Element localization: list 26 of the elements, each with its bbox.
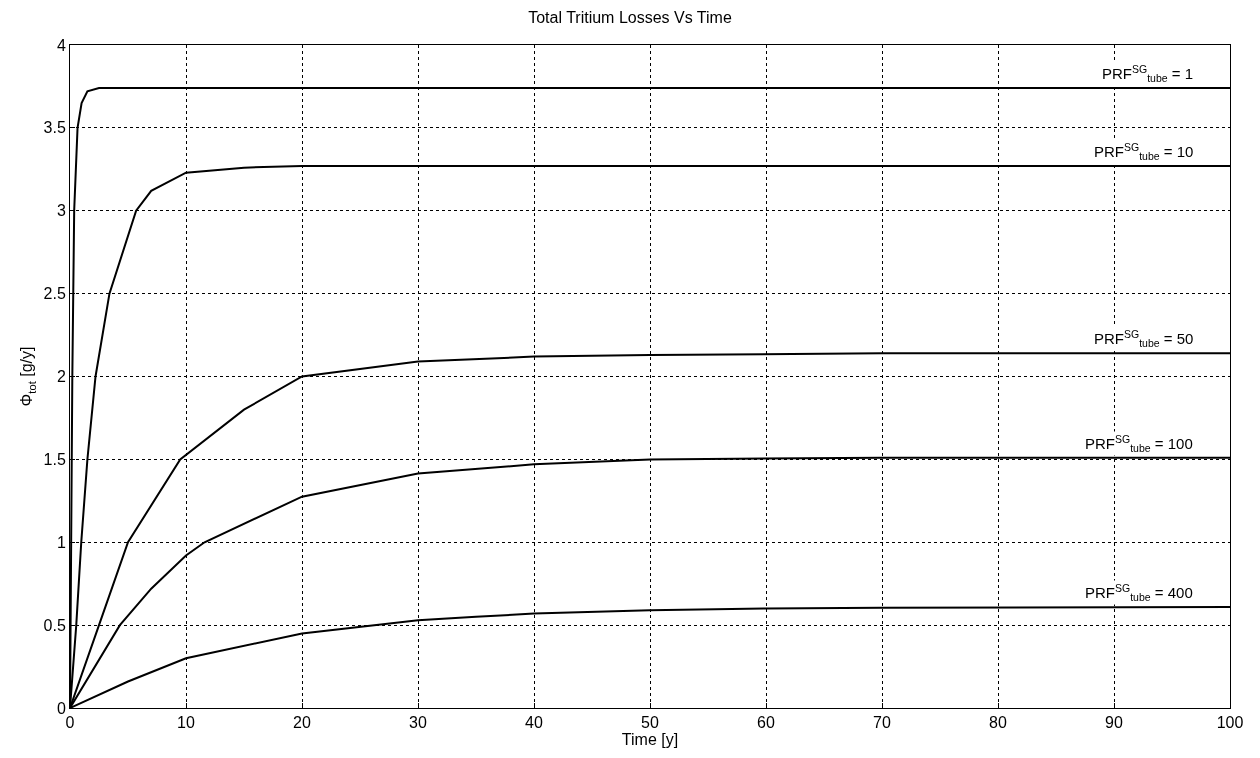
- y-tick-label: 1.5: [43, 450, 66, 468]
- x-tick-label: 50: [641, 714, 659, 732]
- y-tick-label: 3.5: [43, 119, 66, 137]
- series-label: PRF$^{SG}$$_{tube}$ = 50: [1094, 328, 1194, 350]
- x-tick-label: 100: [1216, 714, 1244, 732]
- y-tick-label: 2.5: [43, 285, 66, 303]
- series-label: PRF$^{SG}$$_{tube}$ = 1: [1102, 63, 1194, 85]
- x-tick-label: 40: [525, 714, 543, 732]
- x-tick-label: 70: [873, 714, 891, 732]
- x-tick-label: 20: [293, 714, 311, 732]
- y-tick-label: 3: [56, 202, 66, 220]
- x-tick-label: 80: [989, 714, 1007, 732]
- x-tick-label: 60: [757, 714, 775, 732]
- y-tick-label: 1: [56, 533, 66, 551]
- x-tick-label: 30: [409, 714, 427, 732]
- series-label: PRF$^{SG}$$_{tube}$ = 100: [1085, 433, 1193, 455]
- x-tick-label: 10: [177, 714, 195, 732]
- y-tick-label: 4: [56, 36, 66, 54]
- x-tick-label: 90: [1105, 714, 1123, 732]
- y-tick-label: 0.5: [43, 616, 66, 634]
- series-label: PRF$^{SG}$$_{tube}$ = 400: [1085, 582, 1193, 604]
- y-tick-label: 2: [56, 368, 66, 386]
- chart-title: Total Tritium Losses Vs Time: [528, 8, 732, 26]
- y-tick-label: 0: [56, 699, 66, 717]
- series-label: PRF$^{SG}$$_{tube}$ = 10: [1094, 141, 1194, 163]
- x-axis-title: Time [y]: [621, 731, 679, 749]
